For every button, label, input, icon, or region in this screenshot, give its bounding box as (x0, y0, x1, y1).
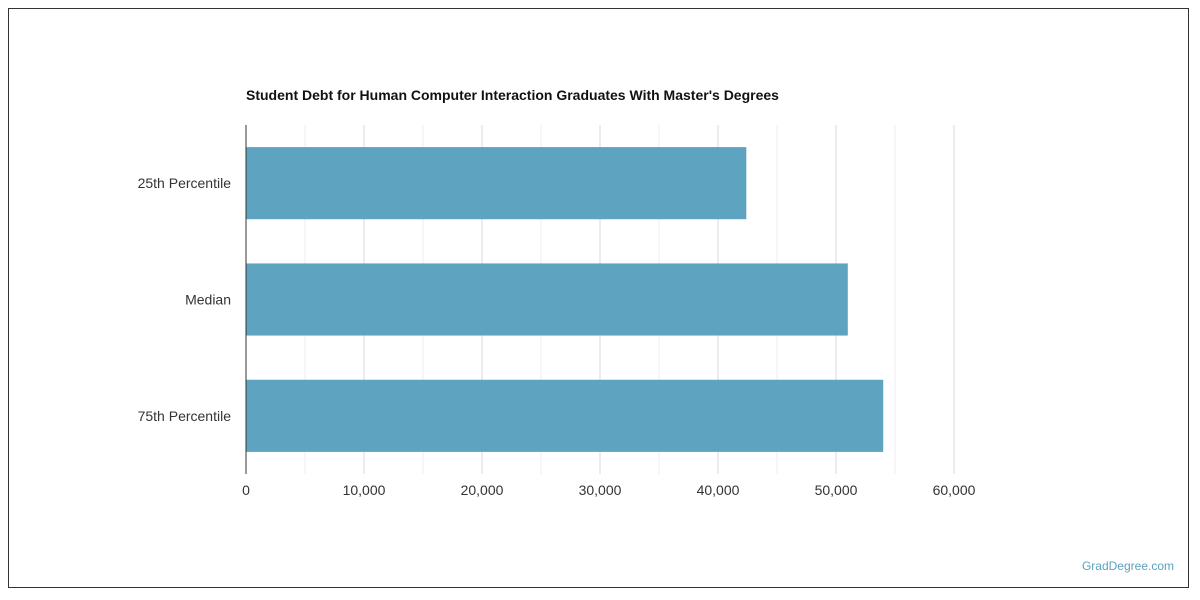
chart-frame: Student Debt for Human Computer Interact… (8, 8, 1189, 588)
bar (246, 147, 747, 220)
watermark-text: GradDegree.com (1081, 559, 1174, 573)
bars (246, 147, 884, 452)
category-label: 75th Percentile (138, 408, 232, 424)
x-tick-label: 20,000 (461, 482, 504, 498)
chart-title: Student Debt for Human Computer Interact… (246, 87, 779, 103)
x-tick-label: 60,000 (933, 482, 976, 498)
bar (246, 263, 848, 336)
x-tick-label: 10,000 (343, 482, 386, 498)
x-tick-label: 30,000 (579, 482, 622, 498)
category-label: 25th Percentile (138, 175, 232, 191)
labels: 25th Percentile Median 75th Percentile 0 10,… (138, 175, 976, 498)
x-tick-label: 40,000 (697, 482, 740, 498)
x-tick-label: 50,000 (815, 482, 858, 498)
bar (246, 379, 884, 452)
category-label: Median (185, 292, 231, 308)
bar-chart: Student Debt for Human Computer Interact… (138, 87, 976, 498)
x-tick-label: 0 (242, 482, 250, 498)
